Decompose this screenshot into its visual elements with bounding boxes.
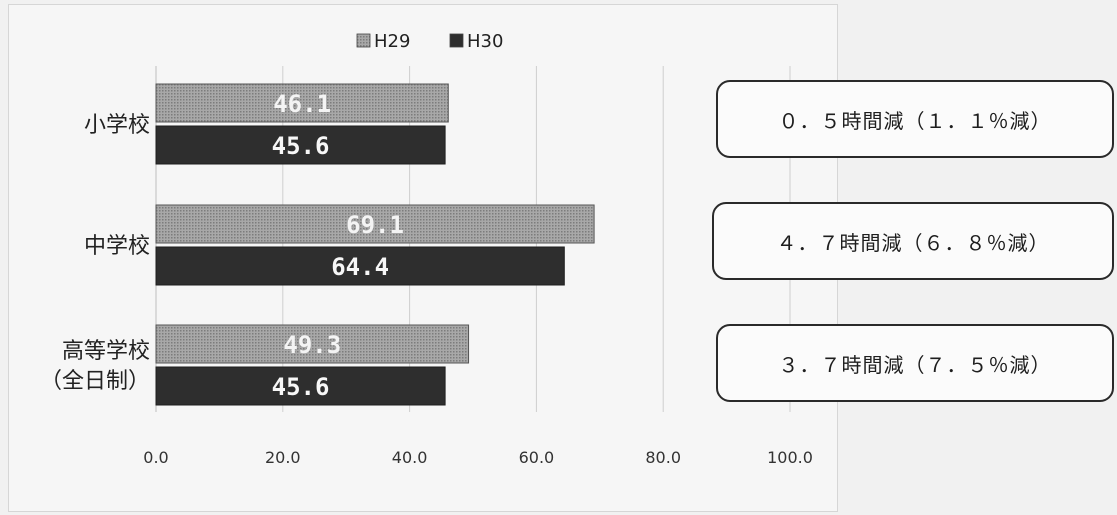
legend-label: H30 [467, 31, 503, 52]
x-tick-label: 60.0 [519, 448, 555, 467]
data-label: 69.1 [346, 211, 404, 239]
x-tick-label: 40.0 [392, 448, 428, 467]
annotation-junior-high: ４．７時間減（６．８％減） [712, 202, 1114, 280]
data-label: 45.6 [272, 373, 330, 401]
x-tick-label: 20.0 [265, 448, 301, 467]
chart-legend: H29 H30 [357, 31, 503, 52]
annotation-high-school: ３．７時間減（７．５％減） [716, 324, 1114, 402]
data-label: 46.1 [273, 90, 331, 118]
data-label: 64.4 [331, 253, 389, 281]
category-label: 中学校 [84, 234, 150, 259]
x-tick-label: 80.0 [645, 448, 681, 467]
legend-swatch [450, 34, 463, 47]
legend-label: H29 [374, 31, 410, 52]
x-tick-label: 100.0 [767, 448, 813, 467]
data-label: 49.3 [283, 331, 341, 359]
category-label: 小学校 [84, 113, 150, 138]
x-tick-label: 0.0 [143, 448, 168, 467]
annotation-elementary: ０．５時間減（１．１％減） [716, 80, 1114, 158]
data-label: 45.6 [272, 132, 330, 160]
category-label: （全日制） [40, 369, 150, 394]
category-label: 高等学校 [62, 339, 150, 364]
legend-swatch [357, 34, 370, 47]
